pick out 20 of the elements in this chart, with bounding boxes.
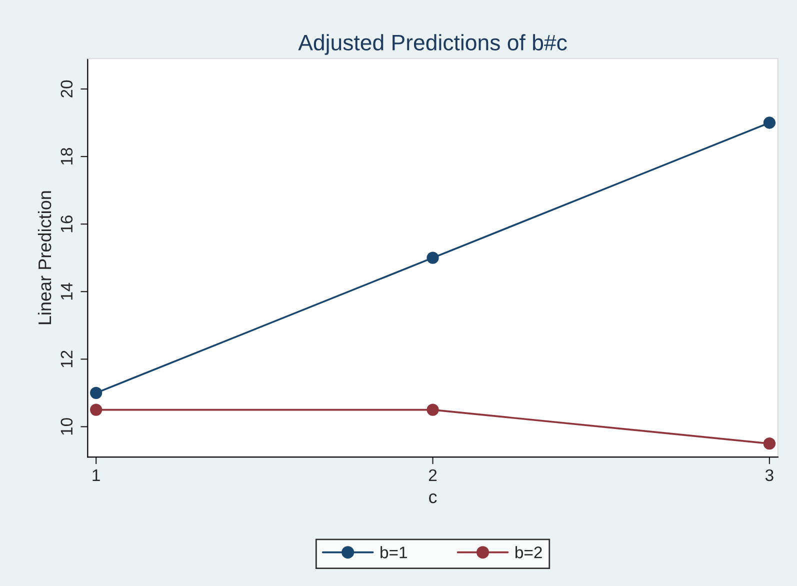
- point: [763, 116, 776, 129]
- point: [90, 386, 102, 399]
- legend-label: b=1: [380, 546, 407, 558]
- y-tick-label: 20: [60, 80, 73, 98]
- legend-label: b=2: [516, 546, 542, 558]
- y-tick-label: 16: [60, 216, 73, 232]
- y-tick-label: 18: [60, 148, 73, 165]
- y-tick-label: 14: [60, 282, 72, 300]
- y-tick-label: 10: [60, 418, 73, 435]
- y-axis-title: Linear Prediction: [38, 191, 52, 324]
- x-axis-title: c: [429, 493, 437, 504]
- point: [426, 252, 439, 264]
- point: [90, 404, 102, 416]
- x-tick-label: 2: [428, 469, 437, 481]
- point: [426, 404, 439, 416]
- x-tick-label: 3: [765, 469, 774, 482]
- chart-title: Adjusted Predictions of b#c: [298, 34, 567, 55]
- point: [763, 437, 776, 450]
- x-tick-label: 1: [92, 470, 100, 481]
- y-tick-label: 12: [60, 350, 72, 368]
